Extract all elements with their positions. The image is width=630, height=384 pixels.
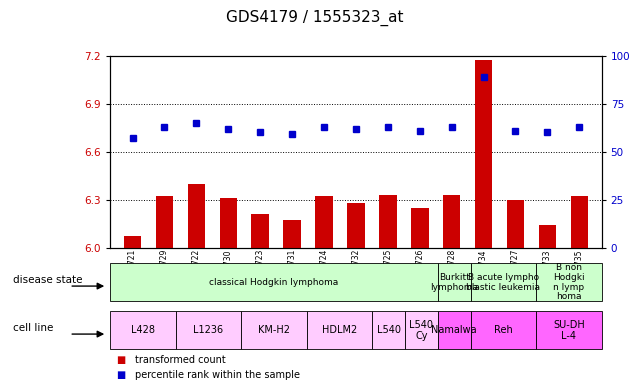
Text: Reh: Reh xyxy=(494,325,513,335)
Text: GDS4179 / 1555323_at: GDS4179 / 1555323_at xyxy=(226,10,404,26)
Bar xyxy=(507,200,524,248)
Bar xyxy=(284,220,301,248)
Text: KM-H2: KM-H2 xyxy=(258,325,290,335)
Text: L1236: L1236 xyxy=(193,325,224,335)
Bar xyxy=(405,311,438,349)
Text: L428: L428 xyxy=(131,325,155,335)
Bar xyxy=(176,311,241,349)
Bar xyxy=(110,311,176,349)
Bar xyxy=(188,184,205,248)
Bar xyxy=(443,195,461,248)
Text: B non
Hodgki
n lymp
homa: B non Hodgki n lymp homa xyxy=(553,263,585,301)
Bar xyxy=(315,197,333,248)
Bar xyxy=(124,237,141,248)
Bar xyxy=(219,198,237,248)
Text: transformed count: transformed count xyxy=(135,355,226,365)
Text: percentile rank within the sample: percentile rank within the sample xyxy=(135,370,301,380)
Bar xyxy=(241,311,307,349)
Bar xyxy=(379,195,397,248)
Text: ■: ■ xyxy=(117,370,126,380)
Text: classical Hodgkin lymphoma: classical Hodgkin lymphoma xyxy=(209,278,339,287)
Bar xyxy=(347,203,365,248)
Bar xyxy=(156,197,173,248)
Text: L540
Cy: L540 Cy xyxy=(410,320,433,341)
Bar xyxy=(471,263,536,301)
Text: HDLM2: HDLM2 xyxy=(322,325,357,335)
Bar xyxy=(307,311,372,349)
Text: SU-DH
L-4: SU-DH L-4 xyxy=(553,320,585,341)
Text: L540: L540 xyxy=(377,325,401,335)
Text: cell line: cell line xyxy=(13,323,53,333)
Bar xyxy=(438,311,471,349)
Bar xyxy=(471,311,536,349)
Bar xyxy=(438,263,471,301)
Bar xyxy=(372,311,405,349)
Text: Namalwa: Namalwa xyxy=(432,325,477,335)
Text: B acute lympho
blastic leukemia: B acute lympho blastic leukemia xyxy=(466,273,541,291)
Bar xyxy=(536,311,602,349)
Text: Burkitt
lymphoma: Burkitt lymphoma xyxy=(430,273,478,291)
Text: ■: ■ xyxy=(117,355,126,365)
Bar xyxy=(251,214,269,248)
Text: disease state: disease state xyxy=(13,275,82,285)
Bar xyxy=(475,61,493,248)
Bar xyxy=(411,208,428,248)
Bar xyxy=(539,225,556,248)
Bar xyxy=(571,197,588,248)
Bar xyxy=(536,263,602,301)
Bar xyxy=(110,263,438,301)
